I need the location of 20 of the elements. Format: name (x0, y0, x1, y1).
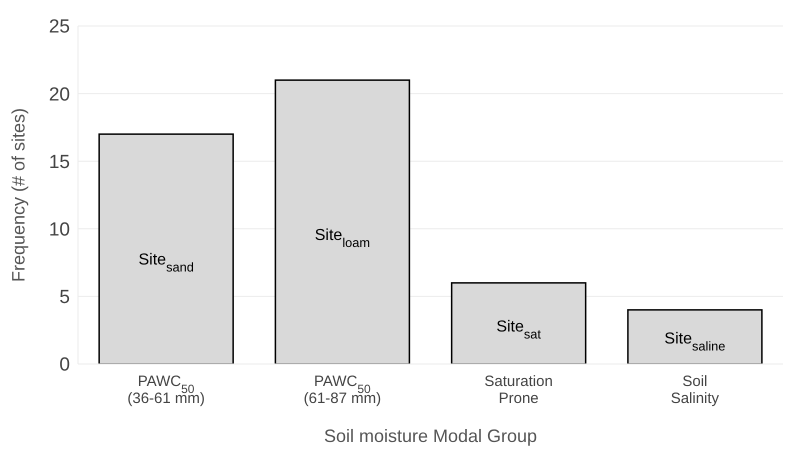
annotation: Site$_{sat}$ (496, 318, 542, 342)
x-tick-label: PAWC$_{50}$ (36-61 mm) (127, 373, 205, 407)
x-tick-label: Saturation Prone (484, 373, 553, 407)
bar (627, 309, 763, 364)
x-axis-title: Soil moisture Modal Group (324, 426, 538, 446)
annotation: Site$_{loam}$ (314, 227, 370, 250)
y-tick-label: 10 (48, 220, 70, 241)
x-tick-label: PAWC$_{50}$ (61-87 mm) (304, 373, 382, 407)
bar (274, 79, 410, 364)
y-tick-label: 0 (59, 354, 70, 376)
annotation: Site$_{sand}$ (138, 252, 194, 274)
annotation: Site$_{saline}$ (664, 330, 726, 354)
bar (450, 282, 586, 364)
bar (98, 133, 234, 364)
x-tick-label: Soil Salinity (670, 373, 720, 407)
y-tick-label: 25 (48, 16, 70, 38)
y-axis-title: Frequency (# of sites) (8, 108, 28, 282)
y-tick-label: 20 (48, 84, 70, 106)
y-tick-label: 5 (59, 287, 70, 308)
y-tick-label: 15 (48, 152, 70, 173)
